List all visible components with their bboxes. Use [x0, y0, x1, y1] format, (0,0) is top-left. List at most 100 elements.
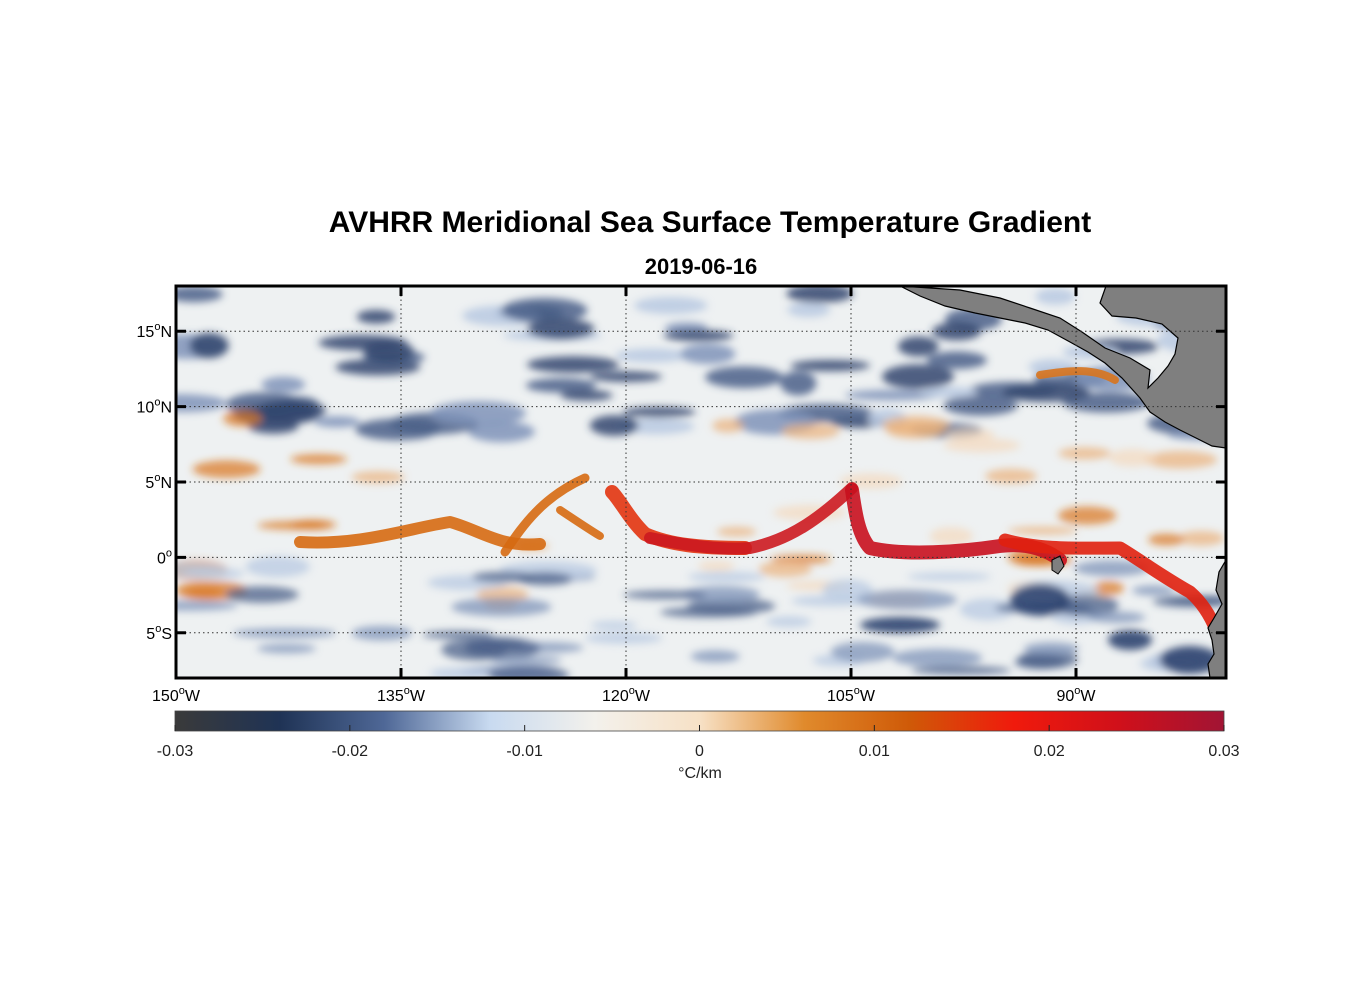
field-patch: [584, 632, 663, 644]
colorbar-tick-label: -0.01: [506, 743, 543, 760]
field-patch: [525, 378, 597, 393]
field-patch: [690, 650, 740, 663]
field-patch: [680, 343, 736, 365]
field-patch: [766, 616, 812, 628]
field-patch: [926, 351, 987, 370]
field-patch: [663, 329, 734, 342]
field-patch: [1035, 288, 1076, 305]
field-patch: [622, 406, 696, 418]
field-patch: [892, 648, 983, 667]
field-patch: [781, 423, 840, 440]
land-areas: [899, 286, 1226, 678]
field-patch: [176, 600, 239, 611]
field-patch: [248, 418, 299, 434]
field-patch: [1108, 630, 1152, 650]
field-patch: [560, 390, 613, 401]
field-patch: [705, 366, 783, 389]
field-patch: [355, 418, 441, 441]
field-patch: [897, 336, 939, 357]
front-segment: [1036, 367, 1119, 384]
lat-tick-label: 0o: [157, 547, 172, 567]
colorbar-unit-label: °C/km: [678, 765, 722, 782]
colorbar-ticks: -0.03 -0.02 -0.01 0 0.01 0.02 0.03: [157, 725, 1240, 760]
field-patch: [184, 587, 224, 598]
field-patch: [527, 318, 595, 340]
field-patch: [1007, 526, 1078, 535]
field-patch: [1057, 506, 1117, 525]
field-patch: [1108, 448, 1157, 467]
colorbar-tick-label: 0.01: [859, 743, 890, 760]
field-patch: [623, 590, 707, 600]
field-patch: [959, 598, 1016, 621]
field-patch: [786, 286, 853, 304]
field-patch: [1010, 584, 1070, 616]
lon-tick-label: 90oW: [1056, 685, 1096, 705]
lon-tick-label: 105oW: [827, 685, 876, 705]
field-patch: [844, 389, 941, 401]
field-patch: [290, 453, 348, 465]
field-patch: [791, 595, 869, 607]
field-patch: [351, 471, 405, 484]
galapagos-islands: [1051, 555, 1065, 575]
colorbar: -0.03 -0.02 -0.01 0 0.01 0.02 0.03 °C/km: [157, 710, 1240, 782]
field-patch: [860, 617, 940, 633]
field-patch: [881, 364, 954, 390]
colorbar-tick-label: 0.03: [1208, 743, 1239, 760]
field-patch: [189, 332, 229, 359]
field-patch: [257, 643, 317, 654]
field-patch: [1160, 646, 1220, 674]
field-patch: [911, 666, 1011, 675]
field-patch: [615, 348, 689, 363]
lat-tick-label: 10oN: [137, 397, 172, 417]
field-patch: [356, 309, 396, 324]
field-patch: [589, 415, 639, 436]
front-segment: [998, 533, 1223, 637]
central-america-land: [899, 286, 1226, 449]
field-patch: [779, 370, 817, 396]
field-patch: [758, 561, 812, 578]
field-patch: [1074, 560, 1150, 577]
field-patch: [590, 620, 637, 630]
lat-tick-label: 5oS: [146, 623, 172, 643]
colorbar-tick-label: -0.02: [332, 743, 369, 760]
field-patch: [422, 630, 494, 639]
map-title: AVHRR Meridional Sea Surface Temperature…: [328, 206, 1092, 239]
colorbar-tick-label: 0: [695, 743, 704, 760]
field-patch: [441, 639, 507, 661]
field-patch: [1093, 581, 1125, 596]
field-patch: [787, 302, 831, 318]
field-patch: [886, 421, 945, 439]
field-patch: [716, 526, 757, 537]
field-patch: [1166, 595, 1226, 605]
field-patch: [476, 586, 529, 602]
field-patch: [517, 572, 573, 586]
field-patch: [830, 641, 895, 662]
front-segment: [500, 473, 590, 557]
field-patch: [1088, 611, 1146, 624]
field-patch: [932, 322, 982, 341]
field-patch: [1144, 450, 1218, 469]
colorbar-tick-label: -0.03: [157, 743, 194, 760]
field-patch: [488, 665, 569, 678]
field-patch: [681, 585, 760, 603]
field-patch: [907, 572, 991, 581]
field-patch: [430, 401, 526, 426]
lon-tick-label: 135oW: [377, 685, 426, 705]
field-patch: [1002, 383, 1091, 403]
field-patch: [1148, 533, 1185, 546]
colorbar-tick-label: 0.02: [1034, 743, 1065, 760]
gradient-anomaly-patches: [176, 286, 1226, 678]
south-america-land: [1207, 558, 1226, 678]
field-patch: [225, 586, 299, 603]
field-patch: [313, 416, 361, 428]
sst-gradient-field: [176, 286, 1226, 678]
field-patch: [929, 527, 973, 546]
field-patch: [634, 296, 708, 315]
equatorial-front: [294, 367, 1223, 637]
field-patch: [176, 394, 227, 413]
lat-tick-label: 15oN: [137, 321, 172, 341]
field-patch: [920, 386, 978, 398]
field-patch: [1132, 585, 1175, 596]
front-segment: [556, 506, 604, 540]
lat-tick-label: 5oN: [145, 472, 172, 492]
